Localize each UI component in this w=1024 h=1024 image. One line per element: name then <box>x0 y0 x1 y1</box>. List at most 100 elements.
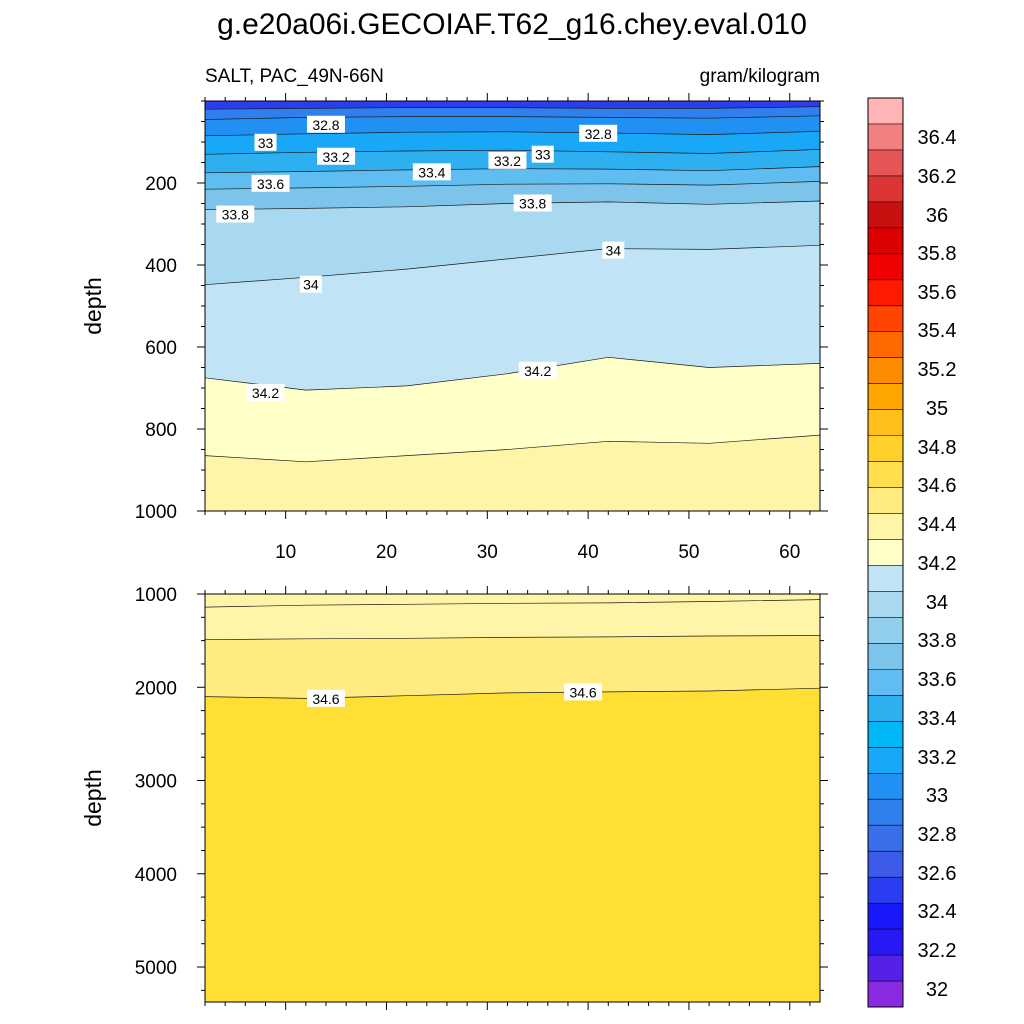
contour-label: 33.2 <box>488 151 527 169</box>
svg-text:32.8: 32.8 <box>585 126 612 142</box>
colorbar-swatch <box>868 227 903 255</box>
contour-line-32.6 <box>205 106 820 110</box>
colorbar-label: 36.2 <box>918 166 957 188</box>
colorbar-swatch <box>868 669 903 696</box>
svg-text:33.2: 33.2 <box>322 149 349 165</box>
colorbar-label: 34.4 <box>918 514 957 536</box>
y-tick-label: 1000 <box>135 502 177 523</box>
x-tick-label: 10 <box>275 542 296 563</box>
colorbar-label: 32.2 <box>918 940 957 962</box>
x-tick-label: 50 <box>678 542 699 563</box>
colorbar-label: 36.4 <box>918 127 957 149</box>
colorbar-swatch <box>868 851 903 878</box>
y-tick-label: 2000 <box>135 678 177 699</box>
svg-text:33.2: 33.2 <box>494 153 521 169</box>
y-tick-label: 4000 <box>135 865 177 886</box>
colorbar-swatch <box>868 513 903 540</box>
svg-text:34: 34 <box>303 277 319 293</box>
svg-text:34.6: 34.6 <box>312 691 339 707</box>
colorbar-swatch <box>868 305 903 333</box>
svg-text:33.8: 33.8 <box>519 196 546 212</box>
lower-plot-frame <box>204 593 821 1003</box>
contour-label: 34 <box>602 241 625 259</box>
colorbar-swatch <box>868 461 903 488</box>
colorbar-label: 35.8 <box>918 243 957 265</box>
colorbar-swatch <box>868 877 903 904</box>
colorbar-label: 33.6 <box>918 669 957 691</box>
colorbar-label: 33.4 <box>918 708 957 730</box>
x-tick-label: 40 <box>578 542 599 563</box>
colorbar-swatch <box>868 721 903 748</box>
colorbar-label: 32.6 <box>918 863 957 885</box>
contour-band-34.4 <box>205 435 820 511</box>
contour-line-34.6 <box>205 687 820 699</box>
contour-label: 34.6 <box>564 683 603 701</box>
contour-label: 33.2 <box>317 147 356 165</box>
y-axis-label: depth <box>80 769 106 827</box>
y-tick-label: 200 <box>145 174 177 195</box>
colorbar-swatch <box>868 331 903 359</box>
contour-label: 33 <box>531 145 554 163</box>
colorbar-frame <box>867 97 904 1008</box>
colorbar-swatch <box>868 149 903 177</box>
contour-label: 32.8 <box>306 115 345 133</box>
contour-line-34.4 <box>205 434 820 463</box>
lower-contour-panel: 34.6 34.6 1000 2000 3000 4000 5000 depth <box>80 585 828 1010</box>
colorbar-label: 33.2 <box>918 747 957 769</box>
colorbar-label: 35.6 <box>918 282 957 304</box>
contour-line-33.8 <box>205 200 820 211</box>
right-string: gram/kilogram <box>700 66 820 87</box>
colorbar-swatch <box>868 279 903 307</box>
colorbar-swatch <box>868 487 903 514</box>
svg-text:33: 33 <box>535 147 551 163</box>
colorbar-label: 32.8 <box>918 824 957 846</box>
contour-label: 34.6 <box>306 689 345 707</box>
contour-line-34.2 <box>205 356 820 391</box>
y-tick-label: 5000 <box>135 958 177 979</box>
colorbar-swatch <box>868 773 903 800</box>
colorbar-label: 35.2 <box>918 359 957 381</box>
colorbar-label: 36 <box>926 205 948 227</box>
colorbar-label: 34.2 <box>918 553 957 575</box>
colorbar-swatch <box>868 799 903 826</box>
colorbar-swatch <box>868 435 903 462</box>
colorbar-swatch <box>868 747 903 774</box>
colorbar-label: 34.6 <box>918 475 957 497</box>
colorbar-label: 32 <box>926 979 948 1001</box>
contour-label: 32.8 <box>579 124 618 142</box>
contour-band-34.6 <box>205 688 820 1002</box>
colorbar-swatch <box>868 98 903 125</box>
salinity-colorbar: 36.4 36.2 36 35.8 35.6 35.4 35.2 35 34.8 34.6 34.4… <box>867 97 957 1008</box>
contour-line-33 <box>205 130 820 137</box>
y-tick-label: 400 <box>145 256 177 277</box>
svg-text:33.8: 33.8 <box>222 207 249 223</box>
colorbar-label: 33 <box>926 785 948 807</box>
colorbar-label: 35 <box>926 398 948 420</box>
svg-text:32.8: 32.8 <box>312 117 339 133</box>
colorbar-swatch <box>868 357 903 384</box>
colorbar-swatch <box>868 565 903 592</box>
colorbar-label: 34 <box>926 592 948 614</box>
y-tick-label: 3000 <box>135 772 177 793</box>
colorbar-label: 34.8 <box>918 437 957 459</box>
colorbar-swatch <box>868 175 903 203</box>
y-tick-label: 800 <box>145 420 177 441</box>
left-string: SALT, PAC_49N-66N <box>205 66 384 87</box>
svg-text:34: 34 <box>606 243 622 259</box>
svg-text:34.2: 34.2 <box>524 363 551 379</box>
colorbar-swatch <box>868 253 903 281</box>
colorbar-swatch <box>868 903 903 930</box>
contour-label: 33.8 <box>216 205 255 223</box>
colorbar-swatch <box>868 383 903 410</box>
colorbar-swatch <box>868 201 903 229</box>
contour-label: 34 <box>299 275 322 293</box>
colorbar-swatch <box>868 825 903 852</box>
svg-text:34.6: 34.6 <box>569 684 596 700</box>
contour-line-34.5 <box>205 635 820 641</box>
contour-label: 33.8 <box>513 194 552 212</box>
colorbar-swatch <box>868 617 903 644</box>
colorbar-swatch <box>868 409 903 436</box>
colorbar-swatch <box>868 123 903 151</box>
y-axis-label: depth <box>80 277 106 335</box>
